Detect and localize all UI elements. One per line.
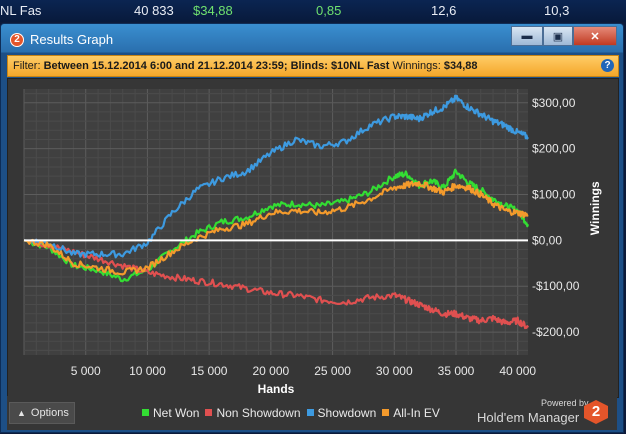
- x-tick-label: 40 000: [499, 364, 536, 378]
- bg-row-hands: 40 833: [134, 3, 174, 18]
- results-graph-window: 2 Results Graph ▬ ▣ ✕ Filter: Between 15…: [0, 23, 624, 433]
- legend-item[interactable]: Showdown: [306, 406, 377, 420]
- window-controls: ▬ ▣ ✕: [511, 26, 617, 46]
- options-button[interactable]: ▲ Options: [9, 402, 75, 424]
- y-tick-label: -$200,00: [532, 325, 580, 339]
- caret-up-icon: ▲: [17, 408, 26, 418]
- y-tick-label: $300,00: [532, 96, 576, 110]
- window-title: Results Graph: [30, 32, 114, 47]
- legend-swatch: [306, 409, 314, 416]
- results-chart: 5 000 10 000 15 000 20 000 25 000 30 000 35 00…: [23, 89, 602, 396]
- minimize-icon: ▬: [521, 30, 533, 42]
- close-button[interactable]: ✕: [573, 26, 617, 46]
- close-icon: ✕: [590, 30, 600, 43]
- filter-winnings-value: $34,88: [443, 60, 478, 72]
- minimize-button[interactable]: ▬: [511, 26, 543, 46]
- legend-label: Non Showdown: [216, 406, 301, 420]
- y-tick-label: $200,00: [532, 142, 576, 156]
- legend-label: Showdown: [317, 406, 377, 420]
- chart-axes: 5 000 10 000 15 000 20 000 25 000 30 000 35 00…: [71, 96, 602, 396]
- bottom-bar: ▲ Options Net Won Non Showdown Showdown All-…: [7, 396, 617, 430]
- bg-row-col4: 12,6: [431, 3, 457, 18]
- x-tick-label: 5 000: [71, 364, 101, 378]
- bg-row-name: NL Fas: [0, 3, 42, 18]
- y-tick-label: -$100,00: [532, 279, 580, 293]
- bg-row-winnings: $34,88: [193, 3, 233, 18]
- legend-item[interactable]: All-In EV: [382, 406, 440, 420]
- legend-label: All-In EV: [393, 406, 440, 420]
- chart-series: [23, 94, 530, 330]
- legend-swatch: [382, 409, 390, 416]
- legend-label: Net Won: [153, 406, 200, 420]
- app-logo-icon: 2: [10, 33, 24, 47]
- background-spreadsheet-row: NL Fas 40 833 $34,88 0,85 12,6 10,3: [0, 0, 626, 22]
- x-axis-title: Hands: [258, 382, 295, 396]
- legend-swatch: [205, 409, 213, 416]
- x-tick-label: 15 000: [191, 364, 228, 378]
- filter-text: Between 15.12.2014 6:00 and 21.12.2014 2…: [43, 60, 390, 72]
- hem-logo-icon: 2: [584, 400, 608, 424]
- x-tick-label: 10 000: [129, 364, 166, 378]
- bg-row-bb100: 0,85: [316, 3, 342, 18]
- legend-item[interactable]: Non Showdown: [205, 406, 301, 420]
- legend-swatch: [142, 409, 149, 416]
- filter-prefix: Filter:: [13, 60, 41, 72]
- y-tick-label: $0,00: [532, 233, 562, 247]
- series-line-net-won: [23, 168, 530, 283]
- bg-row-col5: 10,3: [544, 3, 570, 18]
- legend-item[interactable]: Net Won: [142, 406, 199, 420]
- chart-legend: Net Won Non Showdown Showdown All-In EV: [142, 406, 446, 420]
- filter-winnings-label: Winnings:: [392, 60, 441, 72]
- filter-bar: Filter: Between 15.12.2014 6:00 and 21.1…: [7, 55, 619, 77]
- series-line-showdown: [23, 94, 529, 259]
- options-label: Options: [30, 407, 69, 419]
- help-icon[interactable]: ?: [601, 59, 614, 72]
- x-tick-label: 35 000: [438, 364, 475, 378]
- restore-icon: ▣: [552, 30, 564, 43]
- x-tick-label: 30 000: [376, 364, 413, 378]
- restore-button[interactable]: ▣: [543, 26, 573, 46]
- graph-panel: 5 000 10 000 15 000 20 000 25 000 30 000 35 00…: [7, 78, 619, 398]
- y-tick-label: $100,00: [532, 187, 576, 201]
- title-bar[interactable]: 2 Results Graph ▬ ▣ ✕: [1, 24, 623, 54]
- brand-name: Hold'em Manager: [477, 410, 580, 425]
- y-axis-title: Winnings: [588, 181, 602, 235]
- series-line-all-in-ev: [23, 180, 529, 276]
- x-tick-label: 25 000: [314, 364, 351, 378]
- powered-by-text: Powered by: [541, 398, 589, 408]
- x-tick-label: 20 000: [253, 364, 290, 378]
